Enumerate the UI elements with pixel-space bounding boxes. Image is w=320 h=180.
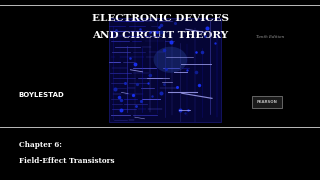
Text: Chapter 6:: Chapter 6: — [19, 141, 62, 149]
Text: Field-Effect Transistors: Field-Effect Transistors — [19, 157, 115, 165]
Ellipse shape — [154, 47, 187, 73]
Text: AND CIRCUIT THEORY: AND CIRCUIT THEORY — [92, 31, 228, 40]
Text: BOYLESTAD: BOYLESTAD — [19, 92, 64, 98]
Text: ELECTRONIC DEVICES: ELECTRONIC DEVICES — [92, 14, 228, 23]
Text: Tenth Edition: Tenth Edition — [256, 35, 284, 39]
Text: PEARSON: PEARSON — [257, 100, 278, 104]
Bar — [252, 96, 282, 108]
Bar — [109, 18, 221, 122]
